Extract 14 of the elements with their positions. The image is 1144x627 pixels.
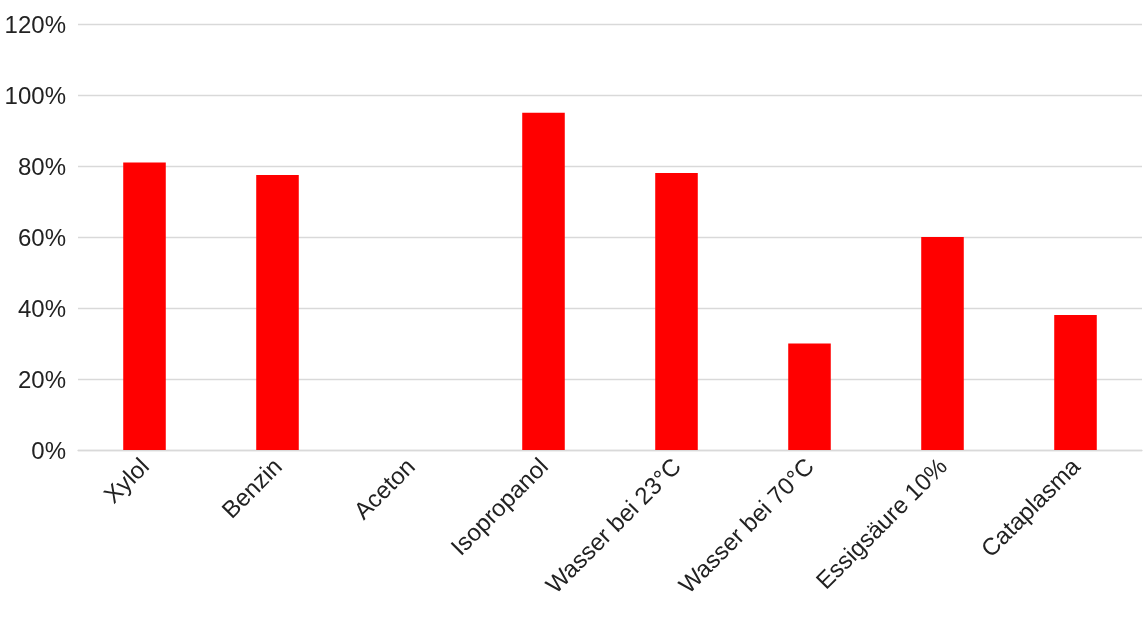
y-tick-label: 40%: [17, 294, 66, 322]
bar: [256, 174, 299, 450]
bar: [522, 112, 565, 450]
y-tick-label: 80%: [17, 152, 66, 180]
y-tick-label: 20%: [17, 365, 66, 393]
y-tick-label: 60%: [17, 223, 66, 251]
bar: [788, 343, 831, 450]
bar: [655, 173, 698, 450]
y-tick-label: 100%: [4, 81, 66, 109]
bar: [921, 237, 964, 450]
bar: [1054, 315, 1097, 450]
y-tick-label: 0%: [31, 436, 66, 464]
bar: [123, 162, 166, 450]
y-tick-label: 120%: [4, 10, 66, 38]
